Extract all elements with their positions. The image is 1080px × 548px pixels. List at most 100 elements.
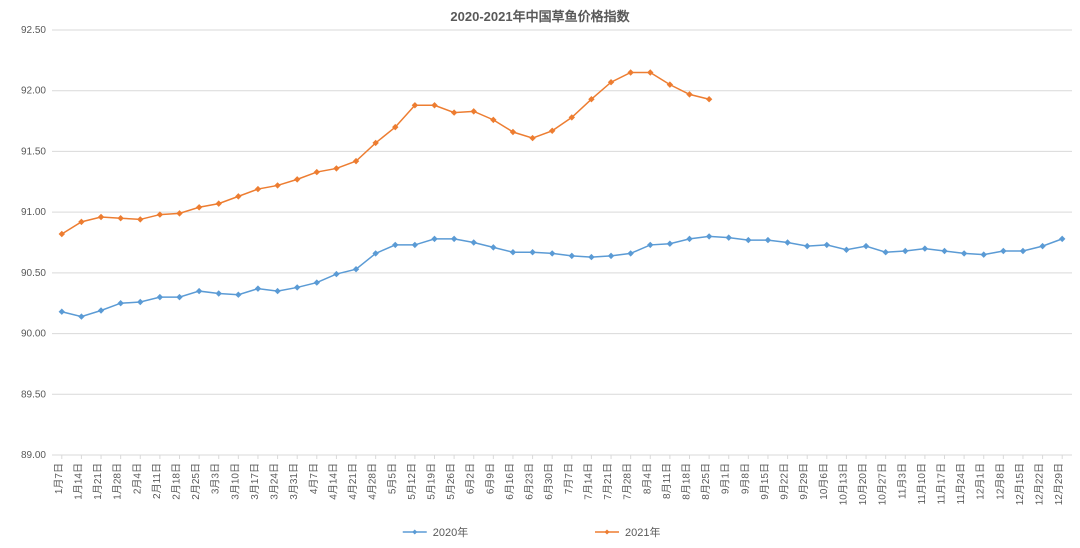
series-marker: [628, 251, 633, 256]
y-axis-label: 92.50: [21, 25, 46, 36]
x-axis-label: 10月13日: [837, 463, 849, 505]
series-marker: [314, 170, 319, 175]
series-marker: [707, 97, 712, 102]
series-marker: [177, 295, 182, 300]
x-axis-label: 8月4日: [641, 463, 653, 494]
series-marker: [236, 194, 241, 199]
series-marker: [864, 244, 869, 249]
series-marker: [236, 292, 241, 297]
x-axis-label: 6月23日: [524, 463, 536, 500]
x-axis-label: 9月8日: [739, 463, 751, 494]
series-marker: [922, 246, 927, 251]
series-marker: [667, 241, 672, 246]
x-axis-label: 7月7日: [563, 463, 575, 494]
series-marker: [255, 187, 260, 192]
legend-label: 2020年: [433, 525, 468, 539]
x-axis-label: 12月22日: [1034, 463, 1046, 505]
series-marker: [59, 309, 64, 314]
series-marker: [157, 212, 162, 217]
x-axis-label: 12月8日: [994, 463, 1006, 500]
series-marker: [824, 242, 829, 247]
x-axis-label: 2月25日: [190, 463, 202, 500]
x-axis-label: 4月7日: [308, 463, 320, 494]
series-marker: [569, 253, 574, 258]
x-axis-label: 9月1日: [720, 463, 732, 494]
series-marker: [295, 285, 300, 290]
x-axis-label: 6月16日: [504, 463, 516, 500]
series-marker: [79, 314, 84, 319]
x-axis-label: 12月1日: [975, 463, 987, 500]
series-marker: [334, 166, 339, 171]
y-axis-label: 90.00: [21, 329, 46, 340]
series-marker: [628, 70, 633, 75]
series-marker: [216, 201, 221, 206]
series-marker: [295, 177, 300, 182]
series-marker: [844, 247, 849, 252]
x-axis-label: 9月29日: [798, 463, 810, 500]
x-axis-label: 5月5日: [386, 463, 398, 494]
x-axis-label: 1月28日: [112, 463, 124, 500]
series-marker: [530, 250, 535, 255]
x-axis-label: 1月21日: [92, 463, 104, 500]
series-marker: [275, 289, 280, 294]
series-marker: [1001, 249, 1006, 254]
series-marker: [491, 245, 496, 250]
x-axis-label: 8月25日: [700, 463, 712, 500]
x-axis-label: 7月28日: [622, 463, 634, 500]
x-axis-label: 5月19日: [426, 463, 438, 500]
series-marker: [589, 255, 594, 260]
x-axis-label: 12月15日: [1014, 463, 1026, 505]
x-axis-label: 2月18日: [171, 463, 183, 500]
x-axis-label: 7月14日: [582, 463, 594, 500]
series-marker: [1020, 249, 1025, 254]
x-axis-label: 1月7日: [53, 463, 65, 494]
series-marker: [99, 215, 104, 220]
x-axis-label: 6月9日: [484, 463, 496, 494]
y-axis-label: 89.50: [21, 389, 46, 400]
series-line: [62, 73, 709, 235]
x-axis-label: 8月18日: [681, 463, 693, 500]
series-marker: [452, 236, 457, 241]
y-axis-label: 91.50: [21, 146, 46, 157]
series-marker: [412, 242, 417, 247]
series-marker: [334, 272, 339, 277]
x-axis-label: 3月17日: [249, 463, 261, 500]
series-marker: [746, 238, 751, 243]
y-axis-label: 91.00: [21, 207, 46, 218]
x-axis-label: 12月29日: [1053, 463, 1065, 505]
series-marker: [138, 217, 143, 222]
series-marker: [550, 251, 555, 256]
series-marker: [1040, 244, 1045, 249]
y-axis-label: 90.50: [21, 268, 46, 279]
x-axis-label: 5月26日: [445, 463, 457, 500]
series-marker: [981, 252, 986, 257]
series-marker: [157, 295, 162, 300]
legend-marker: [605, 530, 610, 535]
x-axis-label: 6月2日: [465, 463, 477, 494]
x-axis-label: 4月28日: [367, 463, 379, 500]
x-axis-label: 3月24日: [269, 463, 281, 500]
x-axis-label: 1月14日: [72, 463, 84, 500]
series-marker: [1060, 236, 1065, 241]
y-axis-label: 89.00: [21, 450, 46, 461]
series-marker: [726, 235, 731, 240]
series-marker: [609, 253, 614, 258]
series-marker: [785, 240, 790, 245]
series-marker: [510, 250, 515, 255]
x-axis-label: 9月22日: [779, 463, 791, 500]
series-marker: [707, 234, 712, 239]
chart-container: 2020-2021年中国草鱼价格指数 89.0089.5090.0090.509…: [0, 0, 1080, 548]
x-axis-label: 11月10日: [916, 463, 928, 505]
x-axis-label: 3月3日: [210, 463, 222, 494]
series-marker: [197, 289, 202, 294]
x-axis-label: 6月30日: [543, 463, 555, 500]
chart-svg: 89.0089.5090.0090.5091.0091.5092.0092.50…: [0, 0, 1080, 548]
x-axis-label: 2月4日: [131, 463, 143, 494]
legend-label: 2021年: [625, 525, 660, 539]
series-line: [62, 236, 1062, 316]
series-marker: [530, 136, 535, 141]
series-marker: [471, 109, 476, 114]
series-marker: [275, 183, 280, 188]
x-axis-label: 11月24日: [955, 463, 967, 505]
series-marker: [255, 286, 260, 291]
